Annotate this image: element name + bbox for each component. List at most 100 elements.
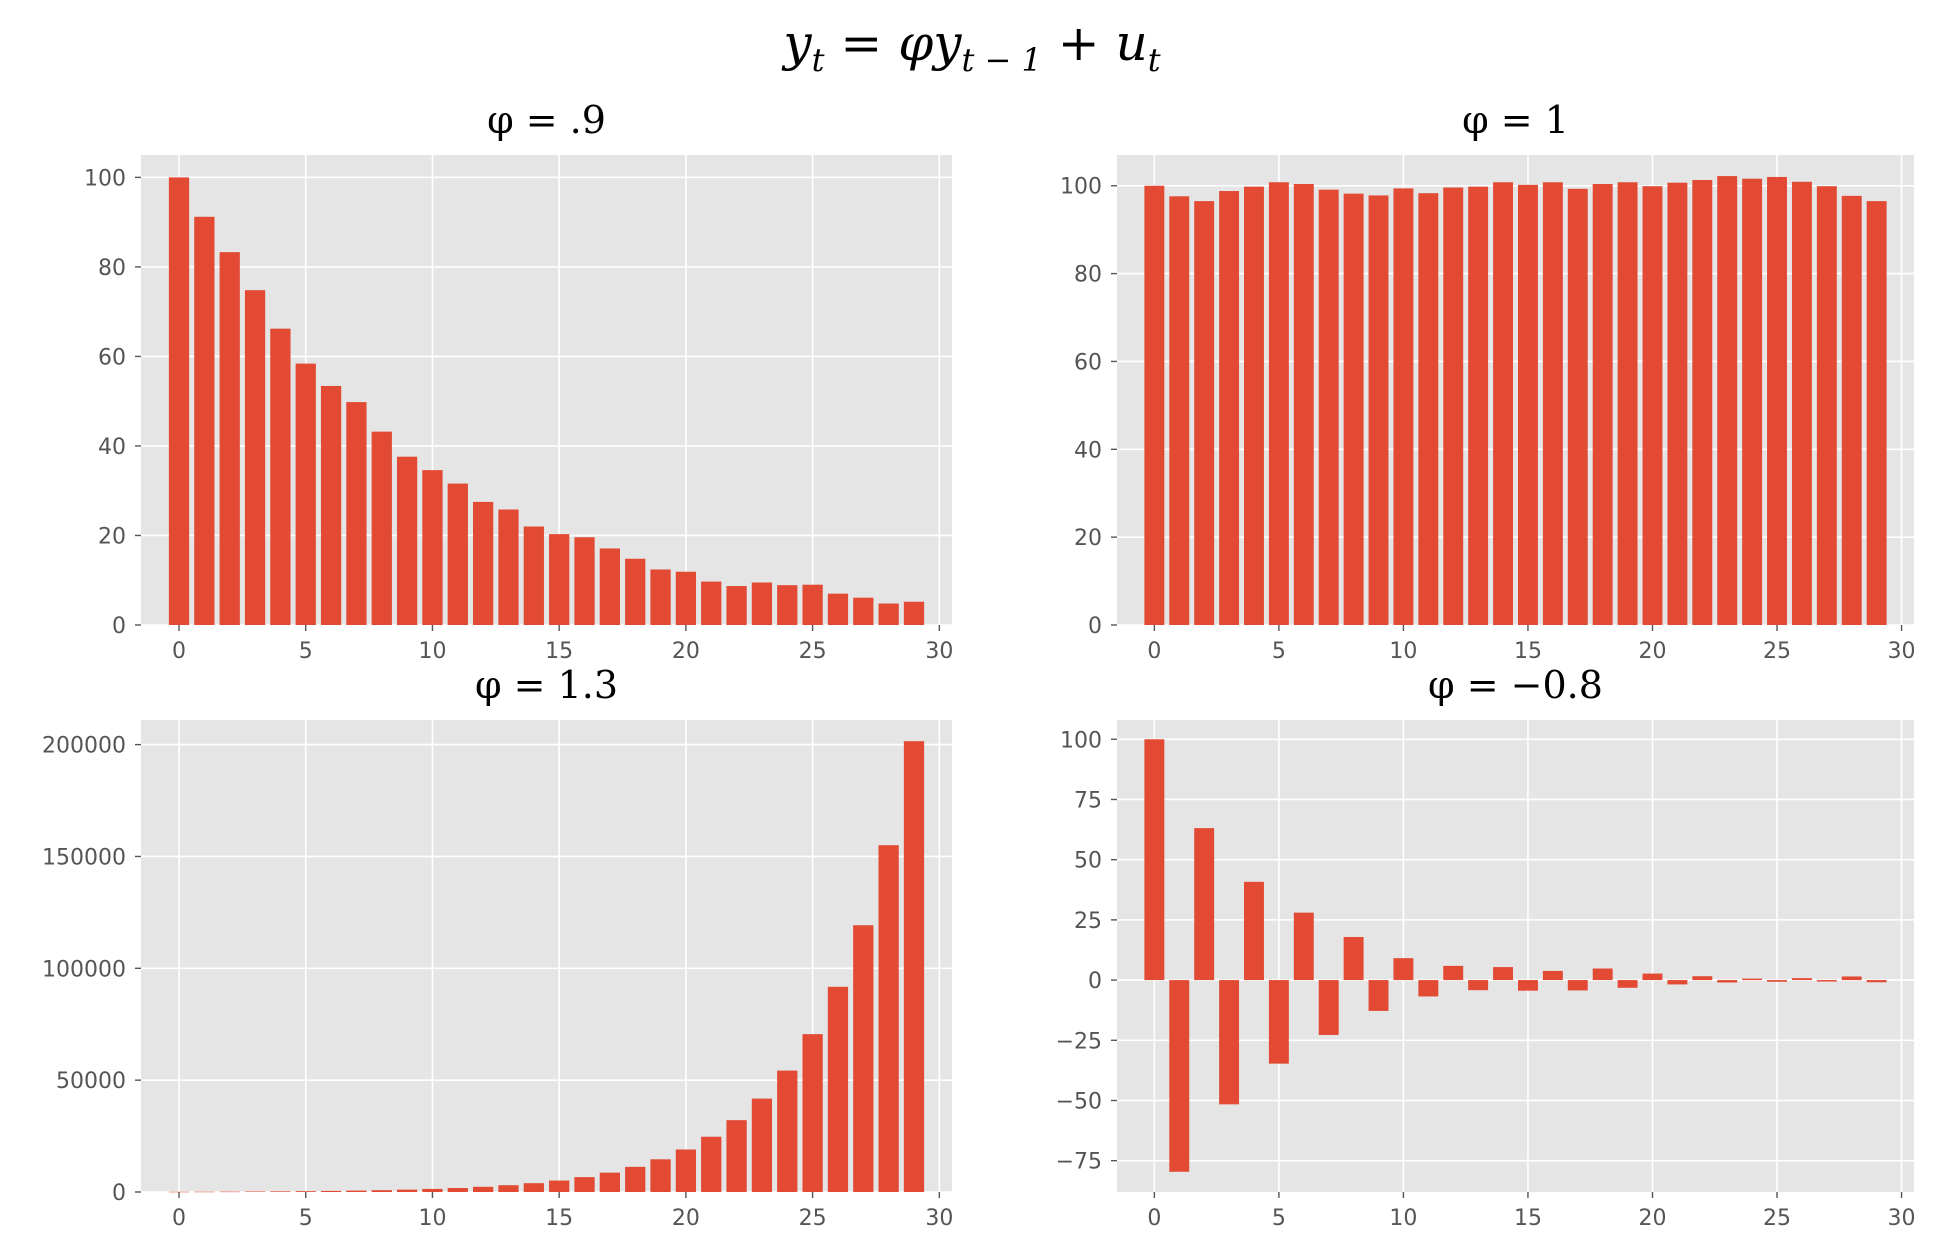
bar: [1443, 965, 1464, 981]
bar: [320, 1190, 342, 1192]
bar: [1293, 183, 1314, 625]
bar: [751, 1098, 773, 1192]
x-tick-label: 25: [1763, 1206, 1791, 1231]
y-tick-label: 25: [1074, 909, 1102, 934]
x-tick-label: 5: [299, 1206, 313, 1231]
bar: [1293, 912, 1314, 981]
x-tick-label: 30: [925, 1206, 953, 1231]
bar: [1318, 980, 1339, 1035]
bar: [194, 216, 215, 625]
y-tick-label: 150000: [42, 845, 126, 870]
subplot-3: 0 5 10 15 20 25 30 0 50000 100000 150000 200000: [42, 720, 953, 1231]
y-tick-label: 40: [1074, 438, 1102, 463]
bar: [1667, 182, 1688, 625]
bar: [447, 1187, 468, 1192]
bar: [1169, 196, 1190, 625]
bar: [1194, 828, 1215, 981]
bar: [903, 601, 925, 625]
bar: [396, 456, 418, 625]
bar: [1742, 978, 1763, 981]
subplot-2: 0 5 10 15 20 25 30 0 20 40 60 80 100: [1060, 155, 1916, 664]
y-tick-label: 20: [1074, 526, 1102, 551]
bar: [1169, 980, 1190, 1172]
bar: [473, 501, 494, 625]
bar: [599, 548, 620, 625]
bar: [675, 571, 697, 625]
x-tick-label: 20: [672, 639, 700, 664]
bar: [1567, 980, 1588, 991]
x-tick-label: 20: [672, 1206, 700, 1231]
bar: [371, 1190, 392, 1192]
bar: [1642, 973, 1663, 981]
bar: [1368, 980, 1389, 1011]
bar: [549, 1180, 570, 1192]
y-tick-label: 75: [1074, 788, 1102, 813]
x-tick-label: 25: [1763, 639, 1791, 664]
x-tick-label: 20: [1638, 1206, 1666, 1231]
bar: [701, 1136, 722, 1192]
bar: [1468, 980, 1489, 991]
y-tick-label: 20: [98, 524, 126, 549]
bar: [1219, 191, 1240, 626]
bar: [295, 363, 316, 625]
y-tick-label: 50: [1074, 849, 1102, 874]
bar: [1742, 178, 1763, 626]
bar: [878, 845, 899, 1192]
y-tick-label: 100: [1060, 175, 1102, 200]
bar: [1268, 182, 1289, 625]
bar: [701, 581, 722, 625]
bar: [244, 1191, 266, 1193]
subplot-4: 0 5 10 15 20 25 30 −75 −50 −25 0 25 50 75 100: [1056, 720, 1916, 1231]
bar: [1791, 181, 1812, 626]
bar: [447, 483, 468, 625]
subplot-title-2: φ = 1: [1462, 98, 1569, 142]
x-tick-label: 10: [1389, 1206, 1417, 1231]
x-tick-label: 20: [1638, 639, 1666, 664]
axes-background: [1117, 720, 1914, 1192]
bar: [498, 509, 519, 625]
y-tick-label: −50: [1056, 1089, 1102, 1114]
bar: [777, 585, 798, 625]
bar: [726, 1120, 747, 1192]
bar: [1816, 980, 1837, 982]
bar: [371, 431, 392, 625]
y-tick-label: 0: [1088, 969, 1102, 994]
y-tick-label: 40: [98, 435, 126, 460]
bar: [219, 252, 240, 625]
bar: [1692, 180, 1713, 625]
bar: [574, 1177, 595, 1192]
bar: [473, 1186, 494, 1192]
x-tick-label: 15: [545, 639, 573, 664]
bar: [1767, 176, 1787, 625]
bar: [777, 1070, 798, 1192]
x-tick-label: 0: [1147, 639, 1161, 664]
y-tick-label: 100: [1060, 728, 1102, 753]
bar: [625, 1166, 646, 1192]
bar: [827, 986, 849, 1192]
bar: [396, 1189, 418, 1192]
y-tick-label: 0: [112, 1181, 126, 1206]
bar: [1517, 184, 1538, 626]
bar: [751, 582, 773, 625]
bar: [878, 603, 899, 625]
bar: [1841, 195, 1862, 625]
bar: [1542, 182, 1563, 625]
bar: [346, 402, 367, 625]
bar: [675, 1149, 697, 1192]
bar: [1592, 183, 1613, 625]
bar: [1567, 188, 1588, 625]
x-tick-label: 0: [1147, 1206, 1161, 1231]
bar: [422, 1188, 443, 1192]
bar: [194, 1191, 215, 1193]
x-tick-label: 0: [172, 639, 186, 664]
bar: [1493, 182, 1514, 625]
bar: [1194, 201, 1215, 625]
bar: [1468, 186, 1489, 626]
bar: [549, 534, 570, 625]
bar: [320, 385, 342, 625]
bar: [726, 586, 747, 625]
bar: [1617, 182, 1638, 625]
bar: [1144, 739, 1165, 981]
